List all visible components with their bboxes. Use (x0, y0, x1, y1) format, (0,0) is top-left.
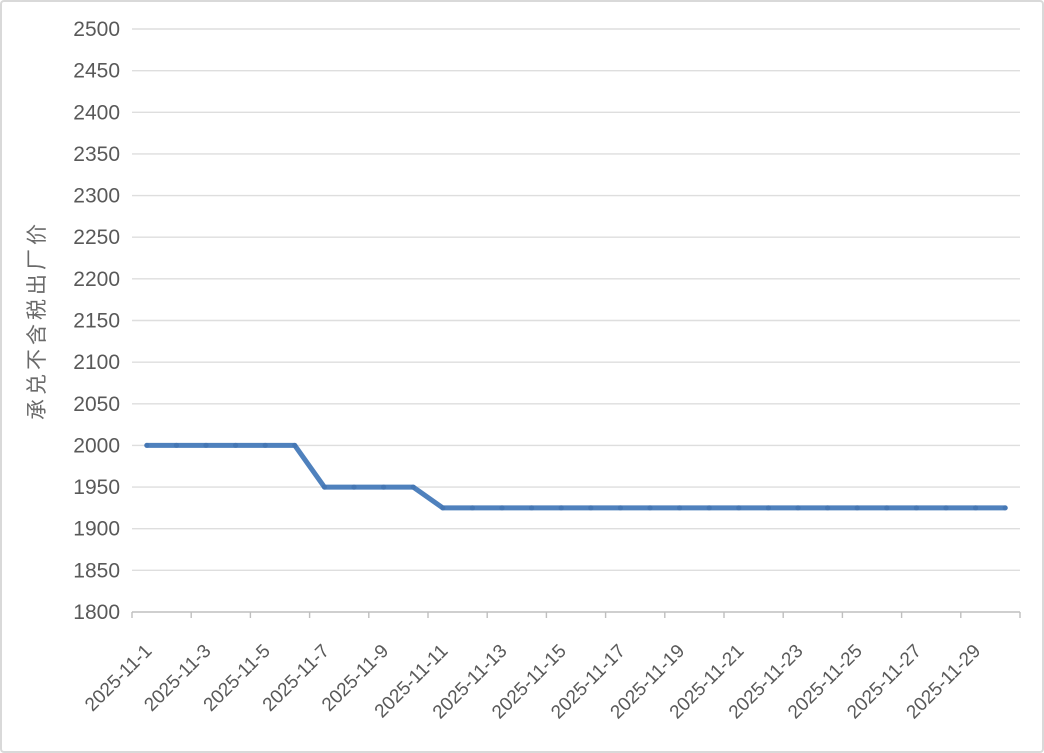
data-point-marker (943, 505, 949, 511)
y-tick-label: 2350 (73, 143, 120, 166)
data-point-marker (736, 505, 742, 511)
data-point-marker (706, 505, 712, 511)
data-point-marker (381, 484, 387, 490)
data-point-marker (825, 505, 831, 511)
y-tick-label: 1850 (73, 559, 120, 582)
data-point-marker (913, 505, 920, 511)
data-point-marker (469, 505, 475, 511)
y-axis-title: 承兑不含税出厂价 (25, 220, 49, 420)
data-point-marker (588, 505, 594, 511)
y-tick-label: 2250 (73, 226, 120, 249)
y-tick-label: 1800 (73, 601, 120, 624)
axes-group (131, 611, 1021, 618)
data-point-marker (321, 484, 327, 490)
y-tick-label: 2150 (73, 310, 120, 333)
data-point-marker (292, 442, 298, 448)
data-point-marker (677, 505, 683, 511)
data-point-marker (410, 484, 416, 490)
y-tick-labels-group: 1800 1850 1900 1950 2000 2050 2100 2150 2200 2250… (73, 18, 120, 624)
y-tick-label: 1900 (73, 518, 120, 541)
data-point-marker (351, 484, 357, 490)
data-point-marker (440, 505, 446, 511)
data-point-marker (973, 505, 979, 511)
y-tick-label: 2300 (73, 185, 120, 208)
data-point-marker (203, 442, 209, 448)
data-point-marker (262, 442, 268, 448)
data-point-marker (765, 505, 772, 511)
data-point-marker (1002, 505, 1008, 511)
y-tick-label: 1950 (73, 476, 120, 499)
data-point-marker (529, 505, 535, 511)
gridlines-group (132, 28, 1020, 572)
y-tick-label: 2050 (73, 393, 120, 416)
price-line (144, 442, 1008, 511)
x-tick-labels-group: 2025-11-12025-11-32025-11-52025-11-72025… (81, 641, 985, 724)
y-tick-label: 2500 (73, 18, 120, 41)
data-point-marker (854, 505, 860, 511)
data-point-marker (233, 442, 239, 448)
series-group (144, 442, 1008, 511)
y-tick-label: 2000 (73, 434, 120, 457)
data-point-marker (647, 505, 653, 511)
y-tick-label: 2450 (73, 60, 120, 83)
y-tick-label: 2100 (73, 351, 120, 374)
data-point-marker (795, 505, 801, 511)
y-tick-label: 2400 (73, 101, 120, 124)
data-point-marker (499, 505, 505, 511)
data-point-marker (144, 442, 150, 448)
data-point-marker (173, 442, 179, 448)
data-point-marker (558, 505, 564, 511)
y-tick-label: 2200 (73, 268, 120, 291)
data-point-marker (884, 505, 890, 511)
data-point-marker (617, 505, 624, 511)
